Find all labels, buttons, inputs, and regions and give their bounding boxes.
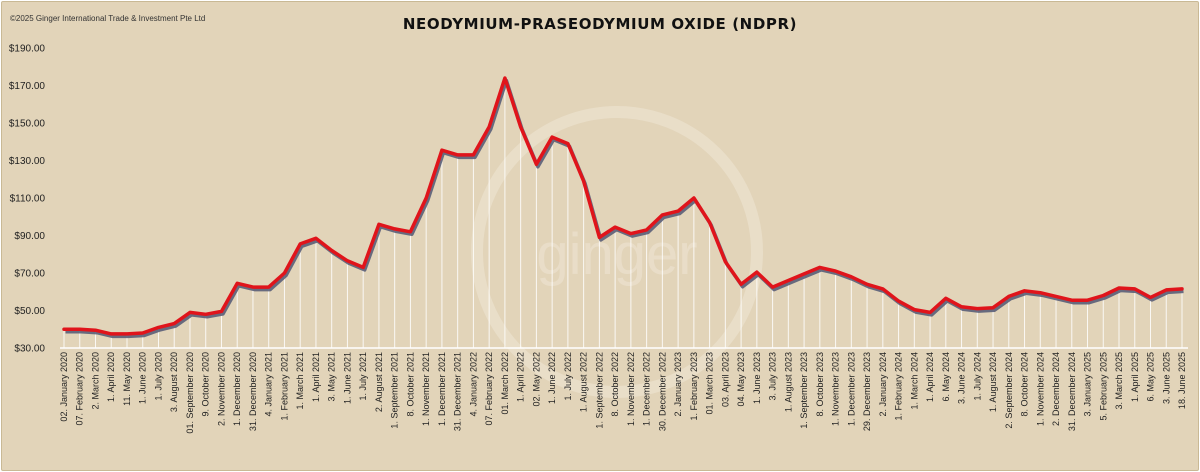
x-tick-label: 01. September 2020 — [185, 352, 195, 434]
drop-lines — [63, 78, 1183, 348]
x-tick-label: 2. August 2021 — [374, 352, 384, 412]
x-tick-label: 2. January 2023 — [673, 352, 683, 417]
x-tick-label: 3. July 2023 — [768, 352, 778, 401]
x-axis-ticks: 02. January 2020 07. February 2020 2. Marc… — [59, 352, 1187, 434]
x-tick-label: 1. June 2023 — [752, 352, 762, 404]
x-tick-label: 1. April 2024 — [925, 352, 935, 402]
y-tick-label: $30.00 — [14, 344, 45, 355]
x-tick-label: 8. October 2022 — [610, 352, 620, 417]
ginger-watermark-logo: ginger — [471, 106, 763, 398]
y-tick-label: $150.00 — [9, 119, 46, 130]
y-tick-label: $130.00 — [9, 156, 46, 167]
x-tick-label: 3. June 2025 — [1161, 352, 1171, 404]
x-tick-label: 4. January 2022 — [468, 352, 478, 417]
x-tick-label: 1. July 2021 — [358, 352, 368, 401]
x-tick-label: 01. March 2023 — [705, 352, 715, 415]
x-tick-label: 1. September 2021 — [390, 352, 400, 429]
x-tick-label: 03. April 2023 — [720, 352, 730, 407]
x-tick-label: 1. November 2022 — [626, 352, 636, 426]
x-tick-label: 04. May 2023 — [736, 352, 746, 407]
x-tick-label: 1. June 2022 — [547, 352, 557, 404]
x-tick-label: 5. February 2025 — [1098, 352, 1108, 421]
x-tick-label: 1. March 2021 — [295, 352, 305, 410]
x-tick-label: 02. May 2022 — [531, 352, 541, 407]
x-tick-label: 07. February 2020 — [75, 352, 85, 426]
x-tick-label: 07. February 2022 — [484, 352, 494, 426]
x-tick-label: 11. May 2020 — [122, 352, 132, 406]
x-tick-label: 1. November 2021 — [421, 352, 431, 426]
chart-title: NEODYMIUM-PRASEODYMIUM OXIDE (NDPR) — [402, 15, 798, 33]
x-tick-label: 1. June 2020 — [138, 352, 148, 404]
x-tick-label: 31. December 2020 — [248, 352, 258, 431]
x-tick-label: 1. July 2024 — [972, 352, 982, 401]
y-tick-label: $190.00 — [9, 44, 46, 55]
watermark-ring — [471, 106, 763, 398]
x-tick-label: 1. April 2025 — [1130, 352, 1140, 402]
y-tick-label: $110.00 — [10, 194, 46, 205]
x-tick-label: 2. March 2020 — [90, 352, 100, 410]
x-tick-label: 3. March 2025 — [1114, 352, 1124, 410]
x-tick-label: 01. March 2022 — [500, 352, 510, 415]
x-tick-label: 2. January 2024 — [878, 352, 888, 417]
x-tick-label: 8. October 2021 — [405, 352, 415, 417]
x-tick-label: 1. December 2022 — [642, 352, 652, 426]
x-tick-label: 2. December 2024 — [1051, 352, 1061, 426]
x-tick-label: 1. August 2022 — [579, 352, 589, 412]
x-tick-label: 30. December 2022 — [657, 352, 667, 431]
x-tick-label: 1. February 2024 — [894, 352, 904, 421]
x-tick-label: 1. August 2023 — [783, 352, 793, 412]
x-tick-label: 6. May 2025 — [1146, 352, 1156, 402]
x-tick-label: 1. July 2022 — [563, 352, 573, 401]
x-tick-label: 31. December 2024 — [1067, 352, 1077, 431]
x-tick-label: 8. October 2023 — [815, 352, 825, 417]
x-tick-label: 1. September 2022 — [594, 352, 604, 429]
x-tick-label: 3. June 2024 — [957, 352, 967, 404]
x-tick-label: 8. October 2024 — [1020, 352, 1030, 417]
watermark-text: ginger — [536, 222, 697, 287]
x-tick-label: 4. January 2021 — [264, 352, 274, 417]
x-tick-label: 1. December 2020 — [232, 352, 242, 426]
x-tick-label: 1. April 2022 — [516, 352, 526, 402]
x-tick-label: 1. April 2020 — [106, 352, 116, 402]
ndpr-price-line — [62, 76, 1184, 336]
x-tick-label: 31. December 2021 — [453, 352, 463, 431]
x-tick-label: 1. September 2023 — [799, 352, 809, 429]
x-tick-label: 9. October 2020 — [201, 352, 211, 417]
x-tick-label: 1. March 2024 — [909, 352, 919, 410]
series-lines — [62, 76, 1184, 339]
y-tick-label: $70.00 — [14, 269, 45, 280]
x-tick-label: 3. May 2021 — [327, 352, 337, 402]
y-tick-label: $170.00 — [9, 81, 46, 92]
x-tick-label: 1. June 2021 — [342, 352, 352, 404]
x-tick-label: 1. December 2021 — [437, 352, 447, 426]
y-tick-label: $90.00 — [14, 231, 45, 242]
x-tick-label: 3. January 2025 — [1083, 352, 1093, 417]
x-tick-label: 2. November 2020 — [216, 352, 226, 426]
x-tick-label: 3. August 2020 — [169, 352, 179, 412]
x-tick-label: 02. January 2020 — [59, 352, 69, 422]
x-tick-label: 1. November 2023 — [831, 352, 841, 426]
x-tick-label: 29. December 2023 — [862, 352, 872, 431]
x-tick-label: 1. February 2021 — [279, 352, 289, 421]
x-tick-label: 18. June 2025 — [1177, 352, 1187, 409]
x-tick-label: 1. November 2024 — [1035, 352, 1045, 426]
x-tick-label: 1. December 2023 — [846, 352, 856, 426]
x-tick-label: 1. August 2024 — [988, 352, 998, 412]
y-tick-label: $50.00 — [14, 306, 45, 317]
series-shadow-line — [65, 78, 1184, 339]
x-tick-label: 1. April 2021 — [311, 352, 321, 402]
x-tick-label: 6. May 2024 — [941, 352, 951, 402]
y-axis-ticks: $30.00 $50.00 $70.00 $90.00 $110.00 $130.00 $1… — [9, 44, 46, 355]
x-tick-label: 1. July 2020 — [153, 352, 163, 401]
copyright-text: ©2025 Ginger International Trade & Inves… — [10, 14, 206, 23]
x-tick-label: 2. September 2024 — [1004, 352, 1014, 429]
x-tick-label: 1. February 2023 — [689, 352, 699, 421]
